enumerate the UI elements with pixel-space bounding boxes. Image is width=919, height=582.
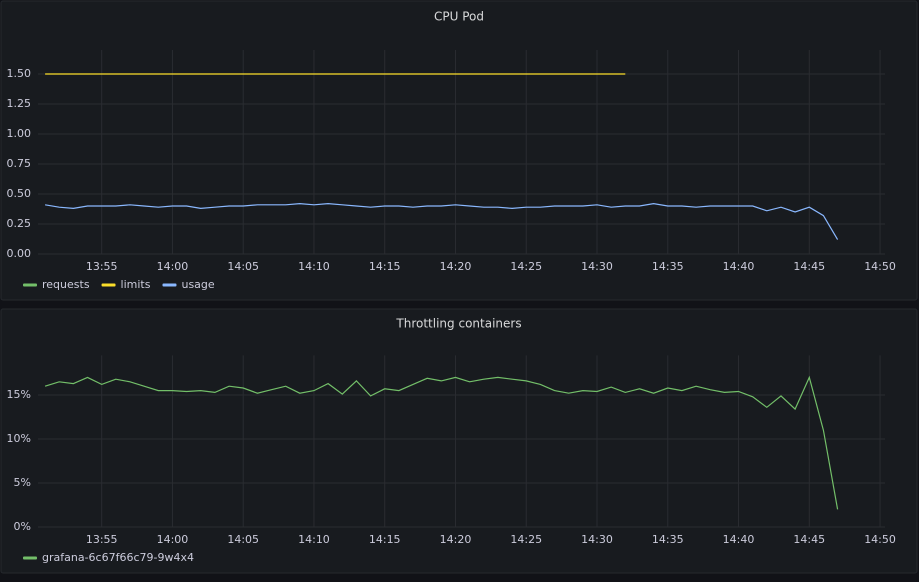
y-tick-label: 5% bbox=[14, 476, 31, 489]
x-tick-label: 14:35 bbox=[652, 260, 684, 273]
legend-swatch bbox=[162, 283, 177, 287]
legend-label: limits bbox=[121, 278, 151, 291]
x-tick-label: 14:45 bbox=[793, 260, 825, 273]
x-tick-label: 14:25 bbox=[510, 260, 542, 273]
x-tick-label: 13:55 bbox=[86, 260, 118, 273]
panel bbox=[0, 0, 918, 301]
y-tick-label: 1.00 bbox=[7, 127, 32, 140]
y-tick-label: 0% bbox=[14, 520, 31, 533]
x-tick-label: 14:15 bbox=[369, 533, 401, 546]
legend-label: requests bbox=[42, 278, 90, 291]
series-line bbox=[44, 202, 839, 240]
x-tick-label: 14:20 bbox=[440, 533, 472, 546]
legend-swatch bbox=[23, 556, 37, 560]
panel bbox=[0, 308, 918, 574]
x-tick-label: 14:30 bbox=[581, 260, 613, 273]
x-tick-label: 14:00 bbox=[157, 533, 189, 546]
x-tick-label: 14:50 bbox=[864, 533, 896, 546]
y-tick-label: 0.25 bbox=[7, 217, 32, 230]
x-tick-label: 14:10 bbox=[298, 260, 330, 273]
x-tick-label: 13:55 bbox=[86, 533, 118, 546]
y-tick-label: 0.00 bbox=[7, 247, 32, 260]
x-tick-label: 14:35 bbox=[652, 533, 684, 546]
y-tick-label: 10% bbox=[7, 432, 31, 445]
panel-title: Throttling containers bbox=[395, 317, 521, 331]
y-tick-label: 1.25 bbox=[7, 97, 32, 110]
series-line bbox=[44, 375, 839, 510]
x-tick-label: 14:40 bbox=[723, 260, 755, 273]
x-tick-label: 14:05 bbox=[227, 533, 259, 546]
x-tick-label: 14:10 bbox=[298, 533, 330, 546]
x-tick-label: 14:15 bbox=[369, 260, 401, 273]
x-tick-label: 14:40 bbox=[723, 533, 755, 546]
legend-label: grafana-6c67f66c79-9w4x4 bbox=[42, 551, 194, 564]
y-tick-label: 0.50 bbox=[7, 187, 32, 200]
x-tick-label: 14:30 bbox=[581, 533, 613, 546]
x-tick-label: 14:45 bbox=[793, 533, 825, 546]
x-tick-label: 14:50 bbox=[864, 260, 896, 273]
legend-label: usage bbox=[181, 278, 214, 291]
legend-swatch bbox=[101, 283, 116, 287]
legend-swatch bbox=[23, 283, 37, 287]
x-tick-label: 14:20 bbox=[440, 260, 472, 273]
y-tick-label: 0.75 bbox=[7, 157, 32, 170]
panel-title: CPU Pod bbox=[434, 10, 484, 24]
x-tick-label: 14:25 bbox=[510, 533, 542, 546]
x-tick-label: 14:00 bbox=[157, 260, 189, 273]
y-tick-label: 1.50 bbox=[7, 67, 32, 80]
x-tick-label: 14:05 bbox=[227, 260, 259, 273]
y-tick-label: 15% bbox=[7, 388, 31, 401]
